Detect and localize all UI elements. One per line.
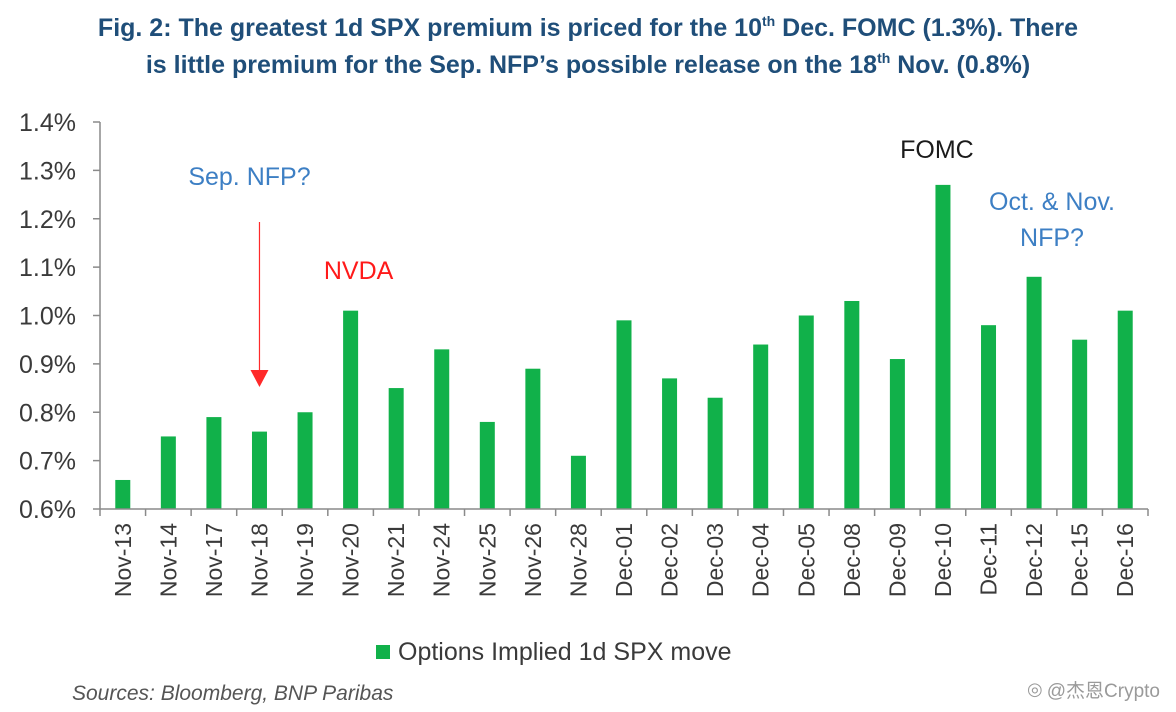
x-tick-label: Dec-10 <box>930 523 956 597</box>
x-tick-label: Nov-26 <box>520 523 546 597</box>
bar-nov-14 <box>160 436 176 509</box>
y-tick-label: 1.0% <box>19 303 76 331</box>
y-tick-label: 0.9% <box>19 351 76 379</box>
x-tick-label: Dec-12 <box>1021 523 1047 597</box>
watermark-text: @杰恩Crypto <box>1046 681 1160 702</box>
x-tick-label: Dec-09 <box>884 523 910 597</box>
x-tick-label: Nov-13 <box>110 523 136 597</box>
bar-nov-24 <box>434 349 450 509</box>
title-line-2: is little premium for the Sep. NFP’s pos… <box>145 50 1031 79</box>
bar-nov-26 <box>525 368 541 509</box>
bar-dec-08 <box>844 300 860 509</box>
x-tick-label: Nov-19 <box>292 523 318 597</box>
x-tick-label: Dec-08 <box>839 523 865 597</box>
legend-label: Options Implied 1d SPX move <box>398 637 732 666</box>
y-tick-label: 1.4% <box>19 109 76 137</box>
bar-dec-04 <box>753 344 769 509</box>
x-tick-label: Dec-02 <box>657 523 683 597</box>
bar-nov-25 <box>479 421 495 509</box>
watermark-icon: ◎ <box>1027 679 1043 699</box>
x-tick-label: Dec-01 <box>611 523 637 597</box>
x-tick-label: Nov-14 <box>155 523 181 597</box>
bar-dec-01 <box>616 320 632 509</box>
bar-nov-20 <box>343 310 359 509</box>
bar-dec-16 <box>1117 310 1133 509</box>
y-tick-label: 1.2% <box>19 206 76 234</box>
annotation-nvda: NVDA <box>324 257 394 285</box>
annotation-oct-nov-nfp: Oct. & Nov. NFP? <box>989 188 1115 252</box>
x-tick-label: Nov-18 <box>246 523 272 597</box>
bar-dec-10 <box>935 184 951 509</box>
bar-nov-18 <box>251 431 267 509</box>
bar-dec-03 <box>707 397 723 509</box>
y-tick-label: 1.1% <box>19 254 76 282</box>
sources-note: Sources: Bloomberg, BNP Paribas <box>72 682 394 705</box>
x-tick-label: Nov-28 <box>565 523 591 597</box>
bar-dec-12 <box>1026 276 1042 509</box>
y-tick-label: 0.8% <box>19 399 76 427</box>
y-tick-label: 1.3% <box>19 157 76 185</box>
x-tick-label: Nov-24 <box>429 523 455 597</box>
y-tick-label: 0.6% <box>19 496 76 524</box>
bar-nov-19 <box>297 412 313 509</box>
x-tick-label: Dec-11 <box>976 523 1002 595</box>
bar-nov-13 <box>115 479 131 509</box>
bar-nov-17 <box>206 417 222 509</box>
x-tick-label: Dec-05 <box>793 523 819 597</box>
x-tick-label: Nov-17 <box>201 523 227 597</box>
watermark: ◎ @杰恩Crypto <box>1027 676 1160 703</box>
y-tick-label: 0.7% <box>19 448 76 476</box>
bar-dec-05 <box>798 315 814 509</box>
annotation-sep-nfp: Sep. NFP? <box>188 163 310 191</box>
legend-swatch <box>376 645 390 659</box>
x-tick-label: Dec-16 <box>1112 523 1138 597</box>
bar-dec-15 <box>1072 339 1088 509</box>
x-tick-label: Nov-20 <box>338 523 364 597</box>
annotation-arrow-head <box>250 370 269 387</box>
x-tick-label: Dec-03 <box>702 523 728 597</box>
annotation-fomc: FOMC <box>900 136 974 164</box>
legend: Options Implied 1d SPX move <box>376 636 732 668</box>
bar-dec-09 <box>889 359 905 509</box>
bar-dec-02 <box>662 378 678 509</box>
x-tick-label: Nov-25 <box>474 523 500 597</box>
bar-dec-11 <box>981 325 997 509</box>
bar-nov-28 <box>570 455 586 509</box>
chart-title: Fig. 2: The greatest 1d SPX premium is p… <box>0 10 1176 84</box>
x-tick-label: Nov-21 <box>383 523 409 597</box>
x-tick-label: Dec-15 <box>1067 523 1093 597</box>
bar-nov-21 <box>388 388 404 509</box>
title-line-1: Fig. 2: The greatest 1d SPX premium is p… <box>97 13 1079 42</box>
x-tick-label: Dec-04 <box>748 523 774 597</box>
